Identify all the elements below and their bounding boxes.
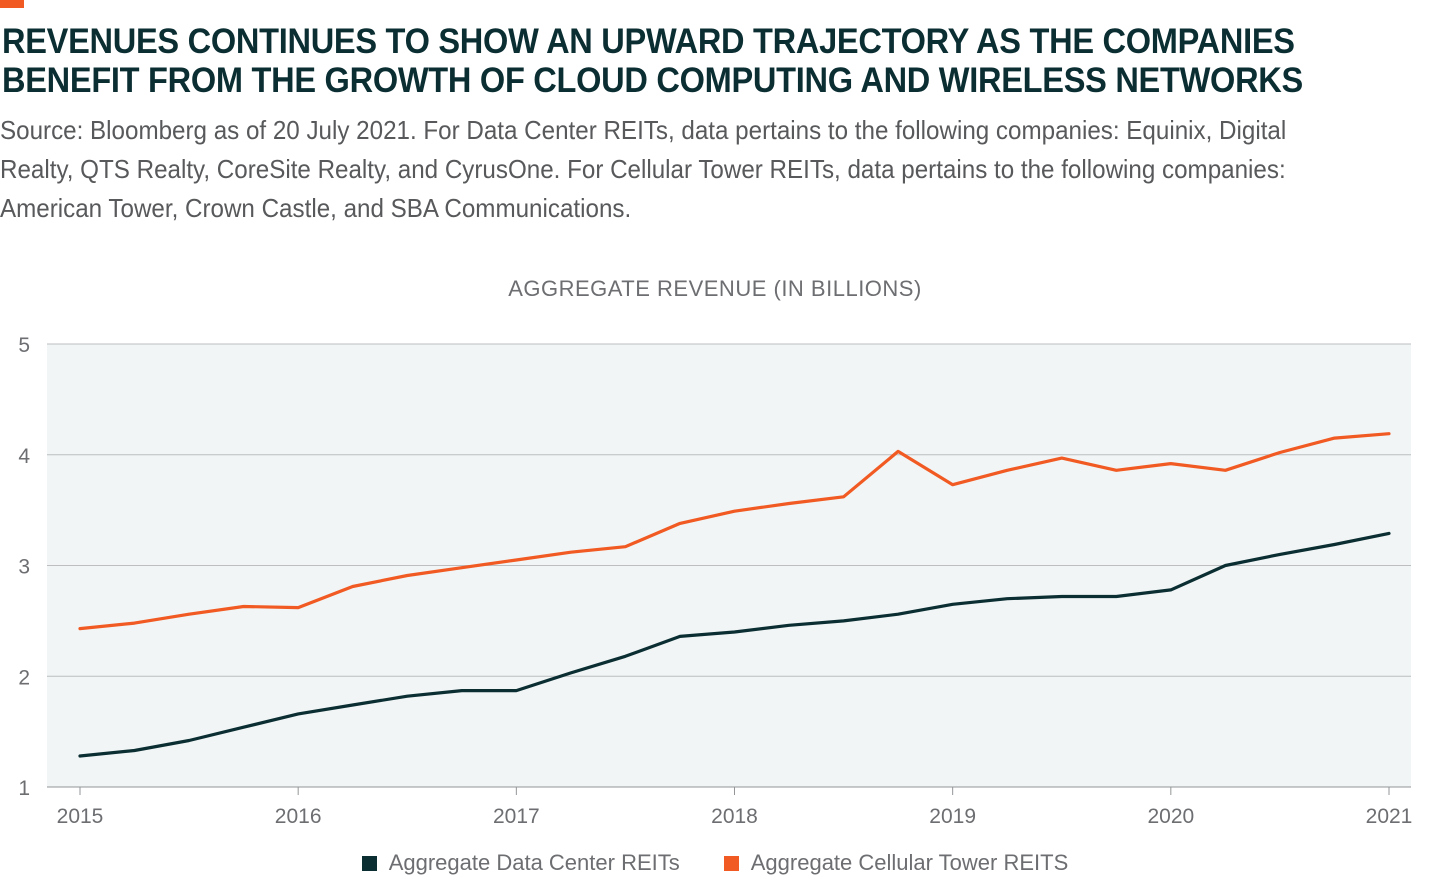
x-tick-label: 2017: [493, 805, 540, 828]
y-tick-label: 2: [18, 666, 30, 689]
y-axis: 1 2 3 4 5: [18, 334, 30, 800]
chart-title: AGGREGATE REVENUE (IN BILLIONS): [508, 276, 922, 301]
legend-item-cell-tower[interactable]: Aggregate Cellular Tower REITS: [723, 850, 1069, 876]
legend-item-data-center[interactable]: Aggregate Data Center REITs: [361, 850, 680, 876]
y-tick-label: 4: [18, 445, 30, 468]
y-tick-label: 5: [18, 334, 30, 357]
x-tick-label: 2015: [57, 805, 104, 828]
x-tick-label: 2019: [929, 805, 976, 828]
x-tick-label: 2016: [275, 805, 322, 828]
revenue-line-chart: AGGREGATE REVENUE (IN BILLIONS) 1 2 3 4 5 20…: [18, 276, 1413, 828]
series-line-cell-tower[interactable]: [78, 432, 1391, 631]
y-tick-label: 1: [18, 777, 30, 800]
x-tick-label: 2020: [1147, 805, 1194, 828]
legend-label-cell-tower: Aggregate Cellular Tower REITS: [750, 850, 1069, 875]
gridlines: [47, 343, 1411, 788]
series-line-data-center[interactable]: [78, 531, 1391, 758]
accent-bar: [0, 0, 24, 8]
legend-label-data-center: Aggregate Data Center REITs: [388, 850, 680, 875]
y-tick-label: 3: [18, 556, 30, 579]
x-axis: 2015 2016 2017 2018 2019 2020 2021: [57, 787, 1413, 828]
chart-headline: REVENUES CONTINUES TO SHOW AN UPWARD TRA…: [2, 22, 1303, 100]
series-lines: [78, 432, 1391, 758]
legend-swatch-cell-tower: [723, 855, 739, 871]
source-note: Source: Bloomberg as of 20 July 2021. Fo…: [0, 115, 1287, 223]
legend: Aggregate Data Center REITs Aggregate Ce…: [0, 850, 1430, 876]
x-tick-label: 2021: [1366, 805, 1413, 828]
legend-swatch-data-center: [361, 855, 377, 871]
x-tick-label: 2018: [711, 805, 758, 828]
